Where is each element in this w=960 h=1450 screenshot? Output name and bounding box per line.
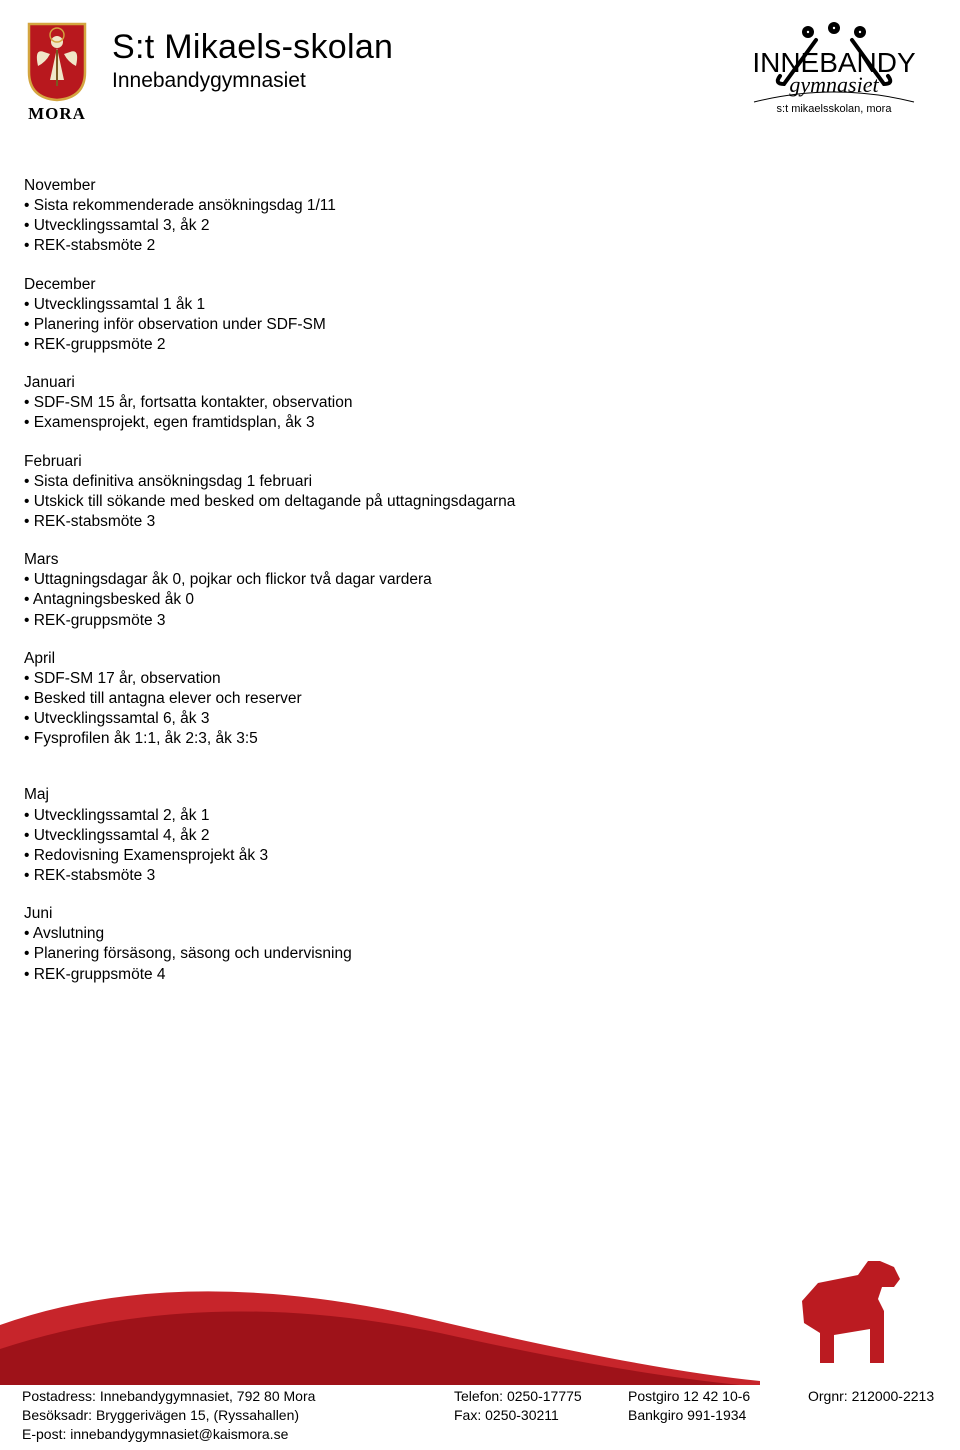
month-item: Utvecklingssamtal 6, åk 3: [24, 709, 920, 729]
month-item: SDF-SM 17 år, observation: [24, 669, 920, 689]
visit-label: Besöksadr:: [22, 1407, 92, 1423]
months-group-2: MajUtvecklingssamtal 2, åk 1Utvecklingss…: [24, 785, 920, 984]
month-title: Maj: [24, 785, 920, 805]
tel-label: Telefon:: [454, 1388, 503, 1404]
month-item: Planering inför observation under SDF-SM: [24, 315, 920, 335]
visit-value: Bryggerivägen 15, (Ryssahallen): [96, 1407, 299, 1423]
school-name: S:t Mikaels-skolan: [112, 28, 393, 67]
month-item: Utvecklingssamtal 4, åk 2: [24, 826, 920, 846]
postgiro-label: Postgiro: [628, 1388, 679, 1404]
month-items: Sista rekommenderade ansökningsdag 1/11U…: [24, 196, 920, 256]
month-item: Besked till antagna elever och reserver: [24, 689, 920, 709]
content-body: NovemberSista rekommenderade ansökningsd…: [24, 176, 920, 1003]
month-title: April: [24, 649, 920, 669]
month-items: AvslutningPlanering försäsong, säsong oc…: [24, 924, 920, 984]
month-items: Utvecklingssamtal 1 åk 1Planering inför …: [24, 295, 920, 355]
month-item: REK-gruppsmöte 3: [24, 611, 920, 631]
month-item: SDF-SM 15 år, fortsatta kontakter, obser…: [24, 393, 920, 413]
email-value: innebandygymnasiet@kaismora.se: [70, 1426, 288, 1442]
org-value: 212000-2213: [852, 1388, 935, 1404]
month-block: MarsUttagningsdagar åk 0, pojkar och fli…: [24, 550, 920, 631]
crest-label: MORA: [28, 104, 86, 124]
footer-text: Postadress: Innebandygymnasiet, 792 80 M…: [22, 1387, 938, 1444]
footer-giro-col: Postgiro 12 42 10-6 Bankgiro 991-1934: [628, 1387, 808, 1444]
month-title: Januari: [24, 373, 920, 393]
footer-address-col: Postadress: Innebandygymnasiet, 792 80 M…: [22, 1387, 454, 1444]
school-title-block: S:t Mikaels-skolan Innebandygymnasiet: [112, 28, 393, 93]
month-item: Utvecklingssamtal 1 åk 1: [24, 295, 920, 315]
mora-crest: MORA: [20, 22, 94, 124]
postgiro-value: 12 42 10-6: [683, 1388, 750, 1404]
month-title: December: [24, 275, 920, 295]
month-item: Utvecklingssamtal 2, åk 1: [24, 806, 920, 826]
email-label: E-post:: [22, 1426, 66, 1442]
post-label: Postadress:: [22, 1388, 96, 1404]
fax-label: Fax:: [454, 1407, 481, 1423]
innebandy-logo: INNEBANDY gymnasiet s:t mikaelsskolan, m…: [744, 22, 924, 127]
month-items: Utvecklingssamtal 2, åk 1Utvecklingssamt…: [24, 806, 920, 887]
bankgiro-label: Bankgiro: [628, 1407, 683, 1423]
crest-icon: [26, 22, 88, 102]
month-item: Sista rekommenderade ansökningsdag 1/11: [24, 196, 920, 216]
month-items: SDF-SM 17 år, observationBesked till ant…: [24, 669, 920, 750]
month-title: Mars: [24, 550, 920, 570]
fax-value: 0250-30211: [485, 1407, 559, 1423]
month-block: MajUtvecklingssamtal 2, åk 1Utvecklingss…: [24, 785, 920, 886]
month-title: Juni: [24, 904, 920, 924]
innebandy-logo-icon: INNEBANDY gymnasiet s:t mikaelsskolan, m…: [744, 22, 924, 122]
tel-value: 0250-17775: [507, 1388, 582, 1404]
month-block: JuniAvslutningPlanering försäsong, säson…: [24, 904, 920, 985]
months-group-1: NovemberSista rekommenderade ansökningsd…: [24, 176, 920, 749]
month-item: Planering försäsong, säsong och undervis…: [24, 944, 920, 964]
month-item: REK-stabsmöte 2: [24, 236, 920, 256]
post-value: Innebandygymnasiet, 792 80 Mora: [100, 1388, 316, 1404]
dalahorse-icon: [802, 1261, 900, 1363]
month-title: Februari: [24, 452, 920, 472]
month-item: REK-stabsmöte 3: [24, 866, 920, 886]
month-item: REK-stabsmöte 3: [24, 512, 920, 532]
month-title: November: [24, 176, 920, 196]
month-item: Utskick till sökande med besked om delta…: [24, 492, 920, 512]
month-item: Antagningsbesked åk 0: [24, 590, 920, 610]
month-item: Avslutning: [24, 924, 920, 944]
school-subtitle: Innebandygymnasiet: [112, 69, 393, 93]
month-item: Redovisning Examensprojekt åk 3: [24, 846, 920, 866]
bankgiro-value: 991-1934: [687, 1407, 746, 1423]
page-header: MORA S:t Mikaels-skolan Innebandygymnasi…: [20, 22, 924, 127]
month-item: REK-gruppsmöte 4: [24, 965, 920, 985]
month-block: JanuariSDF-SM 15 år, fortsatta kontakter…: [24, 373, 920, 433]
month-items: SDF-SM 15 år, fortsatta kontakter, obser…: [24, 393, 920, 433]
month-items: Uttagningsdagar åk 0, pojkar och flickor…: [24, 570, 920, 630]
svg-text:s:t mikaelsskolan, mora: s:t mikaelsskolan, mora: [777, 103, 893, 115]
month-block: AprilSDF-SM 17 år, observationBesked til…: [24, 649, 920, 750]
month-block: FebruariSista definitiva ansökningsdag 1…: [24, 452, 920, 533]
month-item: Utvecklingssamtal 3, åk 2: [24, 216, 920, 236]
month-block: NovemberSista rekommenderade ansökningsd…: [24, 176, 920, 257]
footer-org-col: Orgnr: 212000-2213: [808, 1387, 938, 1444]
month-block: DecemberUtvecklingssamtal 1 åk 1Planerin…: [24, 275, 920, 356]
month-item: Uttagningsdagar åk 0, pojkar och flickor…: [24, 570, 920, 590]
org-label: Orgnr:: [808, 1388, 848, 1404]
month-item: Fysprofilen åk 1:1, åk 2:3, åk 3:5: [24, 729, 920, 749]
footer-phone-col: Telefon: 0250-17775 Fax: 0250-30211: [454, 1387, 628, 1444]
month-items: Sista definitiva ansökningsdag 1 februar…: [24, 472, 920, 532]
month-item: Examensprojekt, egen framtidsplan, åk 3: [24, 413, 920, 433]
footer-graphic: [0, 1225, 960, 1390]
month-item: Sista definitiva ansökningsdag 1 februar…: [24, 472, 920, 492]
month-item: REK-gruppsmöte 2: [24, 335, 920, 355]
